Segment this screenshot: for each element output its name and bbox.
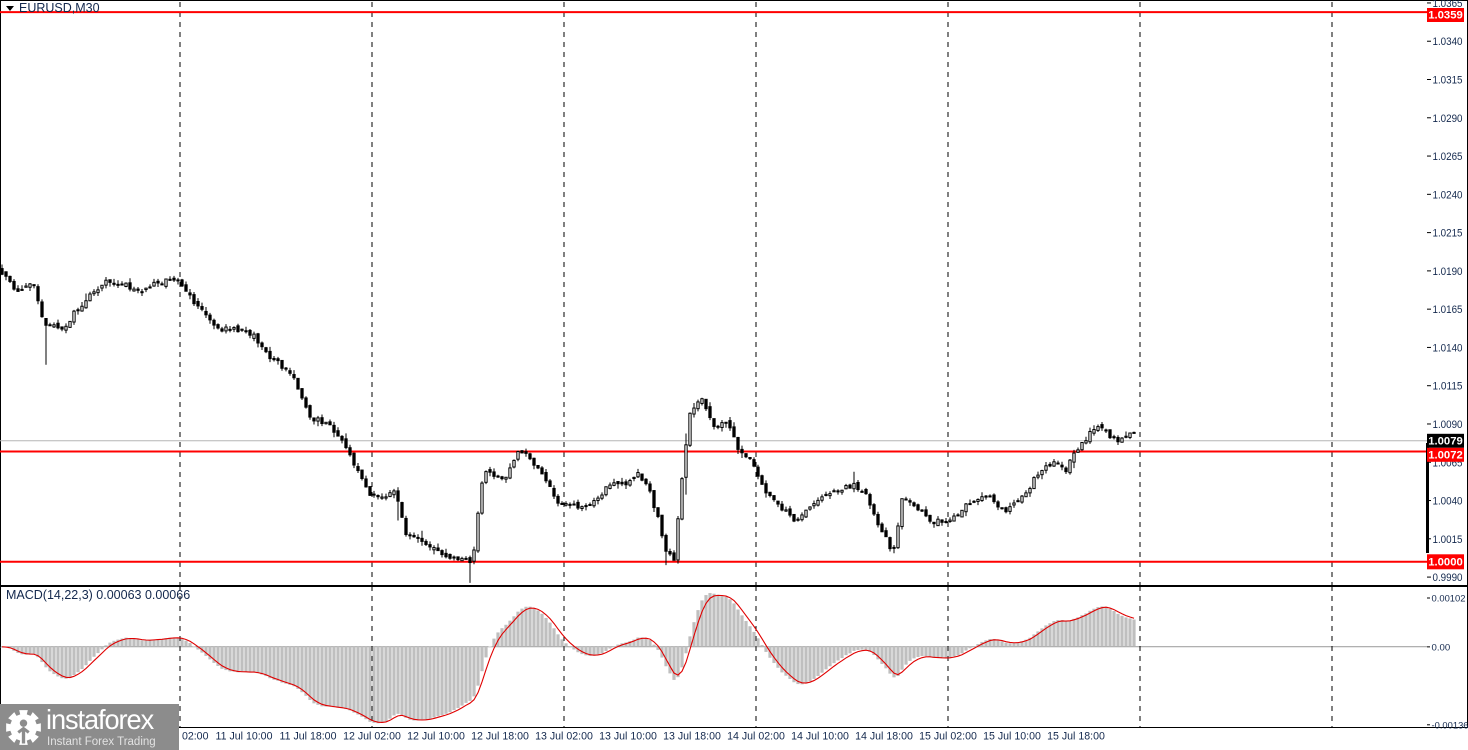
svg-text:13 Jul 18:00: 13 Jul 18:00 <box>663 730 721 742</box>
svg-text:1.0165: 1.0165 <box>1433 304 1463 316</box>
svg-text:15 Jul 10:00: 15 Jul 10:00 <box>983 730 1041 742</box>
svg-text:1.0000: 1.0000 <box>1428 557 1463 569</box>
svg-text:1.0340: 1.0340 <box>1433 36 1463 48</box>
svg-text:1.0015: 1.0015 <box>1433 534 1463 546</box>
svg-text:0.00102: 0.00102 <box>1432 594 1466 605</box>
svg-text:12 Jul 18:00: 12 Jul 18:00 <box>471 730 529 742</box>
svg-text:1.0115: 1.0115 <box>1433 381 1463 393</box>
svg-text:14 Jul 18:00: 14 Jul 18:00 <box>855 730 913 742</box>
svg-text:1.0190: 1.0190 <box>1433 266 1463 278</box>
svg-text:1.0315: 1.0315 <box>1433 75 1463 87</box>
svg-text:1.0265: 1.0265 <box>1433 151 1463 163</box>
svg-text:14 Jul 02:00: 14 Jul 02:00 <box>727 730 785 742</box>
svg-text:0.00: 0.00 <box>1432 642 1451 653</box>
svg-text:13 Jul 02:00: 13 Jul 02:00 <box>535 730 593 742</box>
svg-text:12 Jul 02:00: 12 Jul 02:00 <box>343 730 401 742</box>
svg-text:1.0290: 1.0290 <box>1433 113 1463 125</box>
svg-text:13 Jul 10:00: 13 Jul 10:00 <box>599 730 657 742</box>
svg-text:MACD(14,22,3) 0.00063 0.00066: MACD(14,22,3) 0.00063 0.00066 <box>6 588 190 602</box>
svg-text:11 Jul 10:00: 11 Jul 10:00 <box>216 730 273 742</box>
svg-text:14 Jul 10:00: 14 Jul 10:00 <box>791 730 849 742</box>
svg-text:11 Jul 18:00: 11 Jul 18:00 <box>280 730 337 742</box>
svg-text:1.0090: 1.0090 <box>1433 419 1463 431</box>
svg-text:EURUSD,M30: EURUSD,M30 <box>19 1 100 15</box>
svg-text:-0.00136: -0.00136 <box>1432 720 1468 731</box>
svg-text:1.0079: 1.0079 <box>1428 436 1463 448</box>
svg-text:1.0215: 1.0215 <box>1433 228 1463 240</box>
svg-text:1.0359: 1.0359 <box>1428 9 1463 21</box>
svg-text:0.9990: 0.9990 <box>1433 572 1463 584</box>
svg-text:1.0072: 1.0072 <box>1428 450 1463 462</box>
svg-text:12 Jul 10:00: 12 Jul 10:00 <box>407 730 465 742</box>
svg-text:1.0240: 1.0240 <box>1433 189 1463 201</box>
svg-text:15 Jul 18:00: 15 Jul 18:00 <box>1047 730 1105 742</box>
svg-text:1.0040: 1.0040 <box>1433 496 1463 508</box>
svg-text:15 Jul 02:00: 15 Jul 02:00 <box>919 730 977 742</box>
svg-text:1.0140: 1.0140 <box>1433 342 1463 354</box>
